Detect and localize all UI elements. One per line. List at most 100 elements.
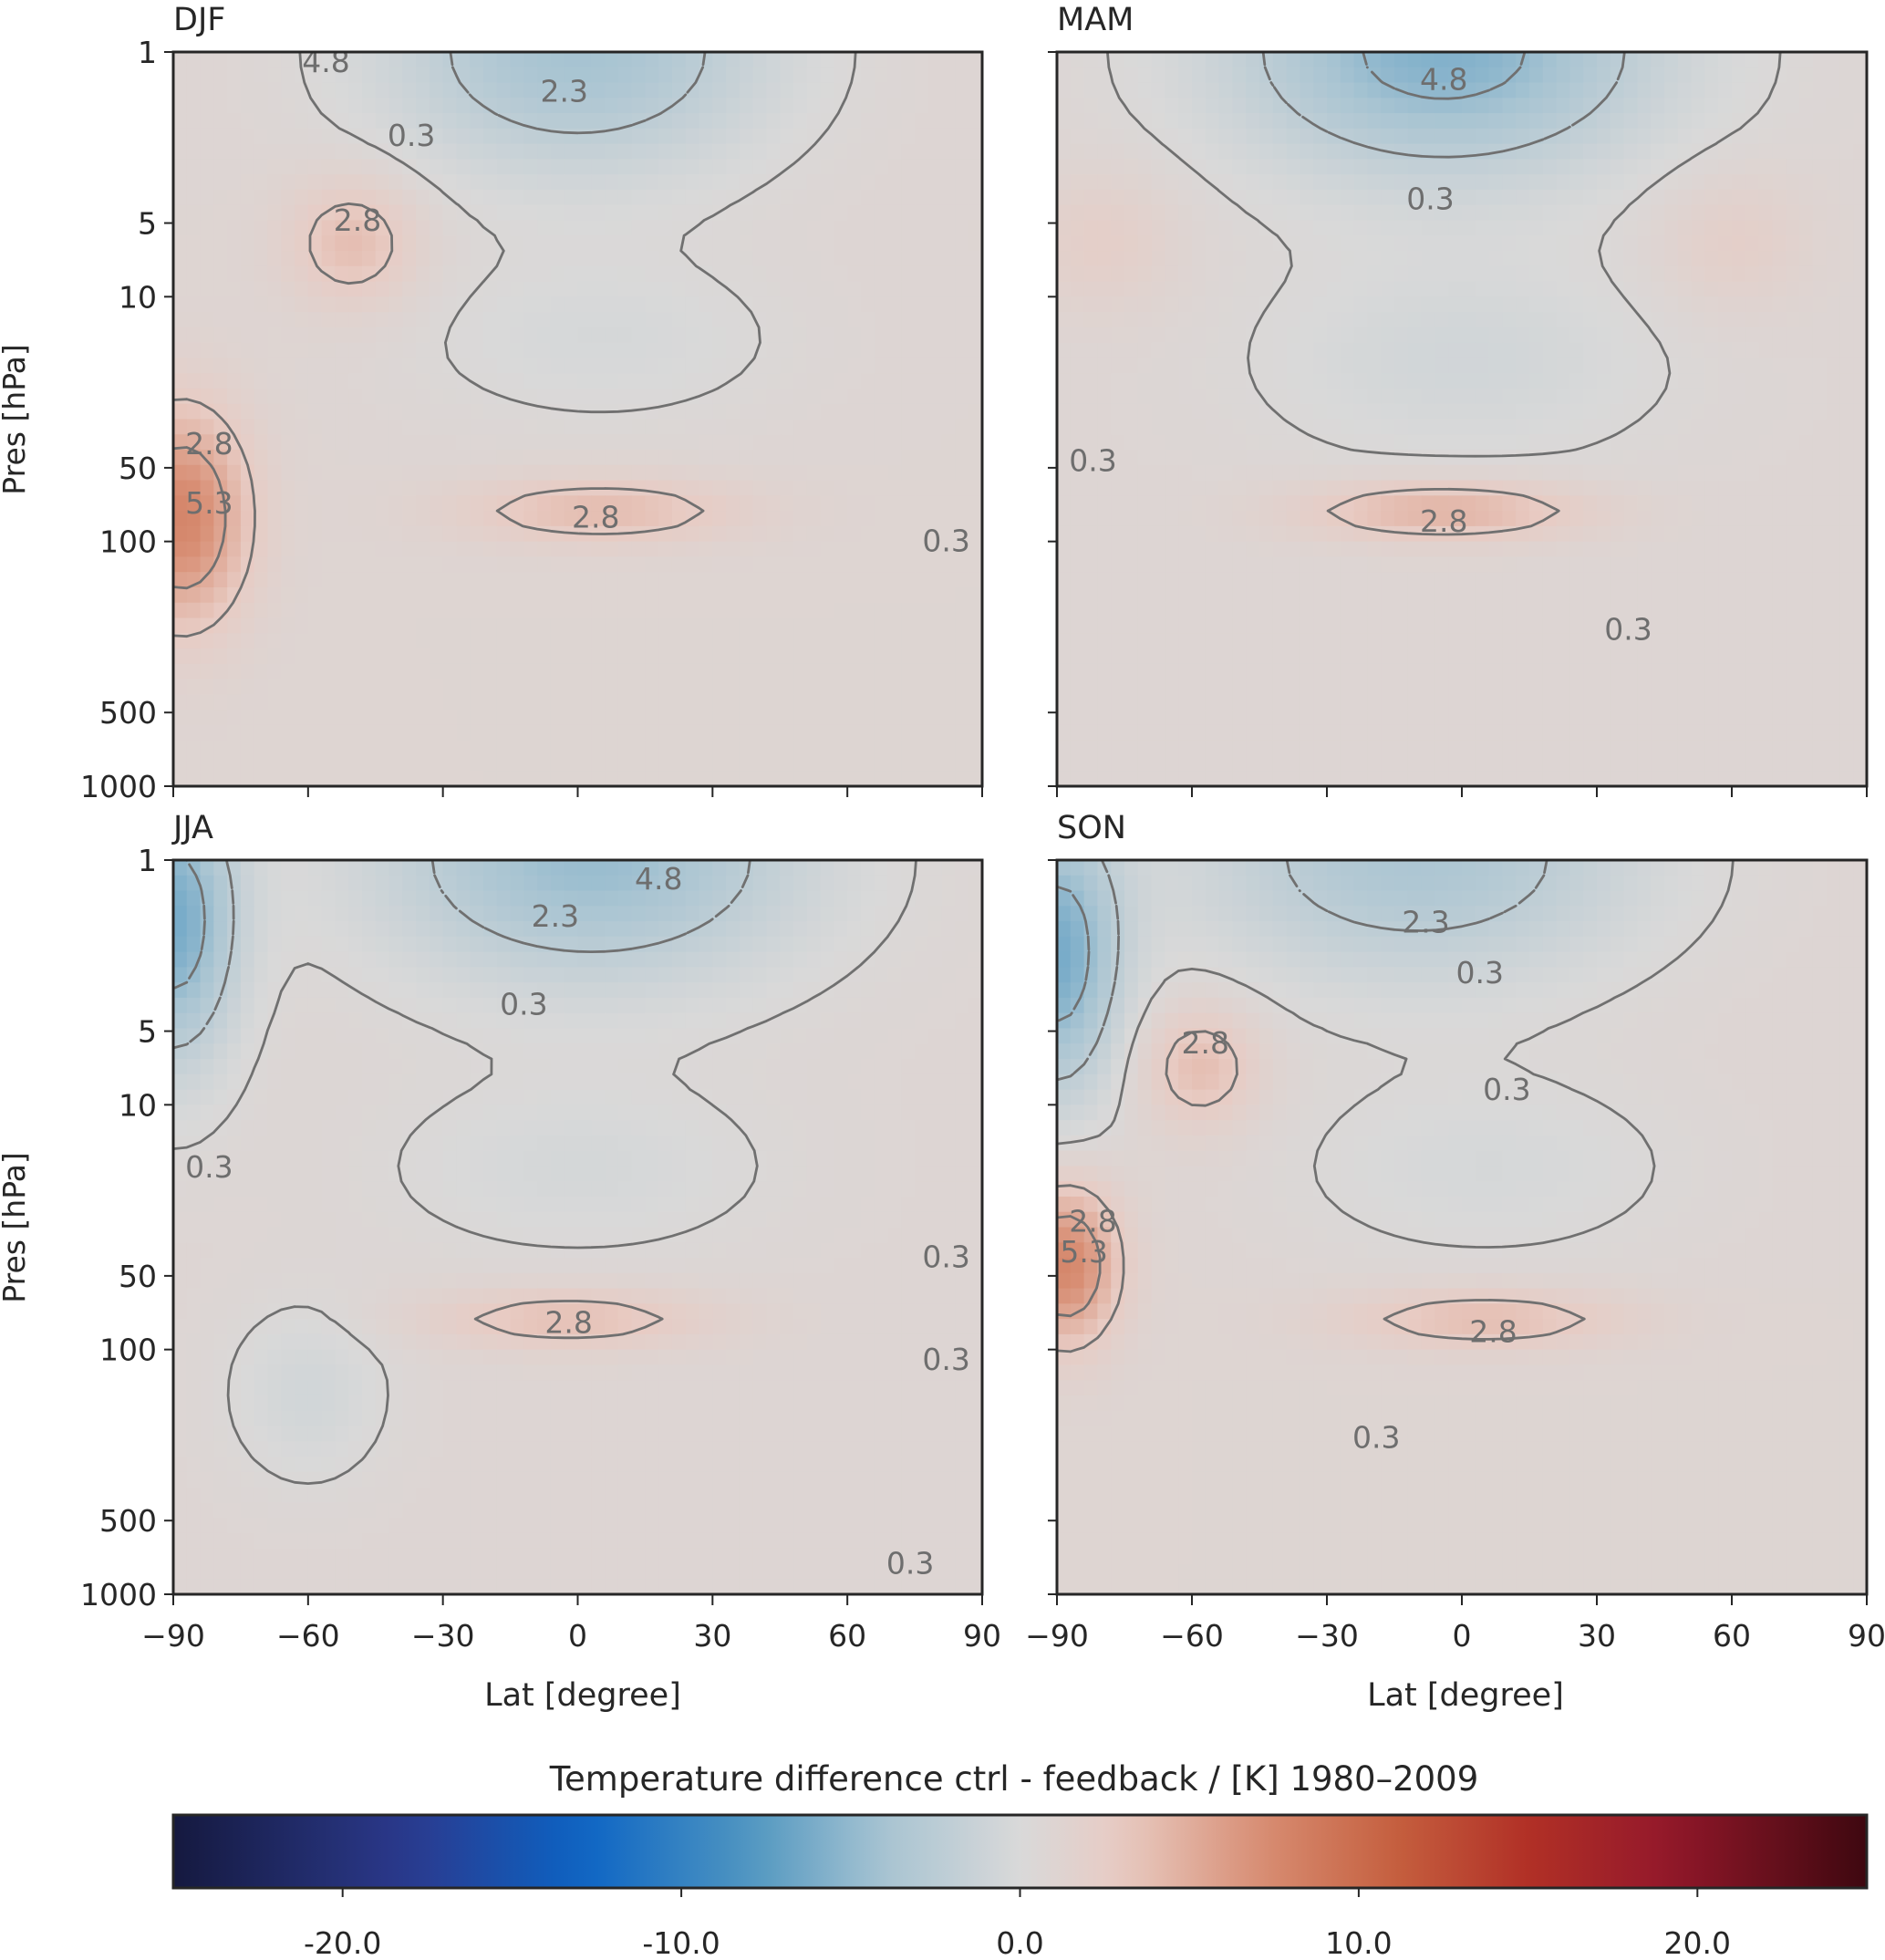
- heatmap-cell: [1462, 373, 1476, 389]
- heatmap-cell: [1651, 113, 1665, 130]
- heatmap-cell: [1448, 67, 1463, 84]
- heatmap-cell: [1826, 82, 1841, 99]
- heatmap-cell: [281, 495, 295, 512]
- heatmap-cell: [1691, 235, 1706, 252]
- heatmap-cell: [267, 281, 283, 298]
- heatmap-cell: [658, 251, 673, 267]
- heatmap-cell: [537, 189, 552, 206]
- heatmap-cell: [348, 464, 363, 482]
- heatmap-cell: [766, 204, 782, 222]
- heatmap-cell: [834, 511, 848, 527]
- heatmap-cell: [671, 434, 687, 451]
- heatmap-cell: [1799, 556, 1814, 574]
- heatmap-cell: [645, 740, 659, 757]
- heatmap-cell: [186, 52, 202, 68]
- heatmap-cell: [1246, 98, 1260, 114]
- heatmap-cell: [523, 312, 538, 328]
- heatmap-cell: [335, 617, 349, 635]
- heatmap-cell: [1529, 450, 1544, 466]
- heatmap-cell: [1610, 373, 1625, 389]
- heatmap-cell: [1664, 67, 1679, 84]
- heatmap-cell: [1853, 82, 1867, 99]
- heatmap-cell: [820, 98, 835, 114]
- heatmap-cell: [1610, 388, 1625, 405]
- heatmap-cell: [402, 495, 417, 512]
- heatmap-cell: [1407, 281, 1423, 298]
- heatmap-cell: [806, 755, 822, 773]
- heatmap-cell: [834, 281, 848, 298]
- heatmap-cell: [1610, 556, 1625, 574]
- heatmap-cell: [1597, 373, 1611, 389]
- heatmap-cell: [793, 740, 808, 757]
- heatmap-cell: [1165, 525, 1179, 543]
- heatmap-cell: [1083, 113, 1099, 130]
- heatmap-cell: [1516, 98, 1530, 114]
- heatmap-cell: [1569, 128, 1584, 145]
- heatmap-cell: [1407, 403, 1423, 420]
- heatmap-cell: [726, 586, 741, 604]
- heatmap-cell: [847, 98, 862, 114]
- heatmap-cell: [1677, 556, 1693, 574]
- heatmap-cell: [605, 174, 619, 191]
- heatmap-cell: [1812, 403, 1828, 420]
- heatmap-cell: [1488, 204, 1504, 222]
- heatmap-cell: [1462, 572, 1476, 588]
- heatmap-cell: [254, 358, 269, 374]
- heatmap-cell: [1704, 388, 1719, 405]
- heatmap-cell: [1178, 464, 1193, 482]
- heatmap-cell: [1475, 159, 1490, 175]
- heatmap-cell: [307, 327, 323, 344]
- heatmap-cell: [564, 358, 579, 374]
- heatmap-cell: [1556, 265, 1571, 283]
- heatmap-cell: [834, 204, 848, 222]
- heatmap-cell: [510, 358, 525, 374]
- heatmap-cell: [1313, 67, 1328, 84]
- heatmap-cell: [470, 419, 484, 436]
- heatmap-cell: [1758, 434, 1774, 451]
- heatmap-cell: [1434, 541, 1449, 558]
- heatmap-cell: [335, 556, 349, 574]
- heatmap-cell: [1623, 312, 1639, 328]
- heatmap-cell: [442, 204, 458, 222]
- heatmap-cell: [1327, 220, 1341, 237]
- heatmap-cell: [254, 434, 269, 451]
- heatmap-cell: [658, 82, 673, 99]
- heatmap-cell: [591, 235, 606, 252]
- heatmap-cell: [968, 358, 982, 374]
- heatmap-cell: [240, 755, 255, 773]
- heatmap-cell: [267, 663, 283, 680]
- heatmap-cell: [429, 113, 444, 130]
- heatmap-cell: [361, 434, 377, 451]
- heatmap-cell: [295, 174, 309, 191]
- heatmap-cell: [307, 679, 323, 696]
- heatmap-cell: [968, 251, 982, 267]
- heatmap-cell: [456, 174, 471, 191]
- heatmap-cell: [550, 113, 565, 130]
- heatmap-cell: [1111, 450, 1125, 466]
- heatmap-cell: [1597, 327, 1611, 344]
- heatmap-cell: [793, 113, 808, 130]
- heatmap-cell: [1272, 312, 1288, 328]
- heatmap-cell: [1502, 358, 1517, 374]
- heatmap-cell: [901, 633, 916, 649]
- heatmap-cell: [1124, 251, 1139, 267]
- heatmap-cell: [1556, 204, 1571, 222]
- heatmap-cell: [752, 556, 768, 574]
- heatmap-cell: [1313, 189, 1328, 206]
- heatmap-cell: [820, 572, 835, 588]
- heatmap-cell: [766, 419, 782, 436]
- heatmap-cell: [1434, 434, 1449, 451]
- heatmap-cell: [941, 617, 957, 635]
- heatmap-cell: [1462, 388, 1476, 405]
- heatmap-cell: [470, 663, 484, 680]
- heatmap-cell: [631, 281, 647, 298]
- heatmap-cell: [955, 174, 970, 191]
- heatmap-cell: [968, 265, 982, 283]
- heatmap-cell: [1070, 67, 1085, 84]
- heatmap-cell: [1057, 98, 1072, 114]
- heatmap-cell: [901, 710, 916, 726]
- heatmap-cell: [1583, 281, 1598, 298]
- heatmap-cell: [1367, 572, 1382, 588]
- heatmap-cell: [591, 98, 606, 114]
- heatmap-cell: [631, 128, 647, 145]
